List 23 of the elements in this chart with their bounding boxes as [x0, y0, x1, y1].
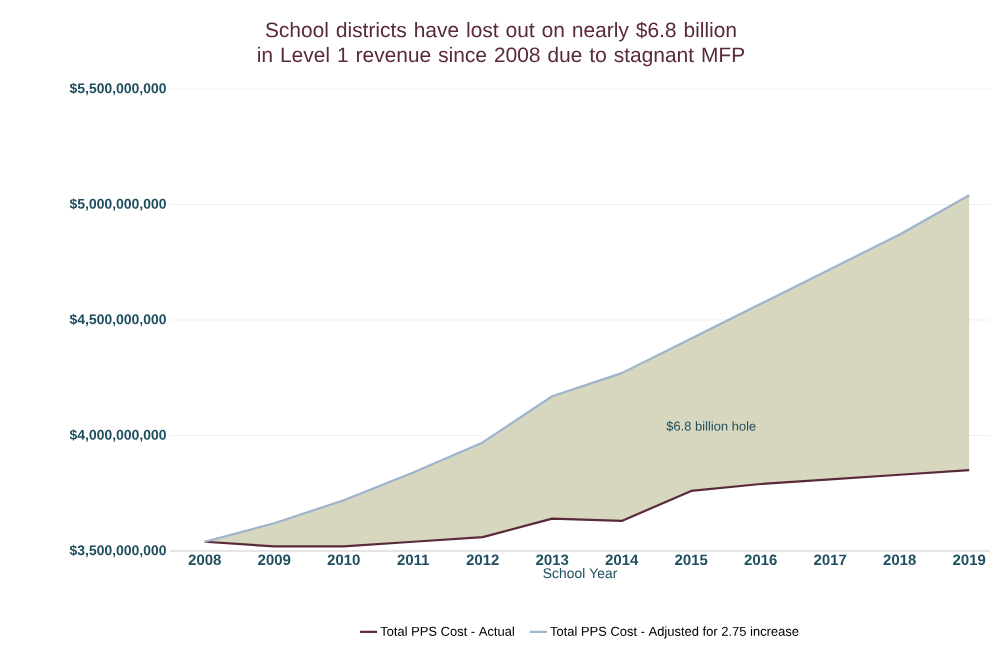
line-series	[203, 469, 971, 548]
x-tick-label: 2019	[953, 554, 986, 566]
annotation: $6.8 billion hole	[666, 421, 756, 432]
x-tick-label: 2015	[675, 554, 708, 566]
x-tick-label: 2011	[397, 554, 430, 566]
x-tick-label: 2009	[258, 554, 291, 566]
x-tick-label: 2014	[605, 554, 639, 566]
x-tick-label: 2012	[466, 554, 499, 566]
x-tick-label: 2010	[327, 554, 360, 566]
x-tick-label: 2013	[536, 554, 569, 566]
x-tick-label: 2016	[744, 554, 777, 566]
y-tick-label: $4,000,000,000	[69, 429, 166, 442]
y-tick-label: $4,500,000,000	[69, 313, 166, 327]
y-tick-label: $5,500,000,000	[69, 82, 166, 96]
x-axis-title: School Year	[543, 567, 618, 579]
y-tick-label: $3,500,000,000	[69, 544, 166, 558]
legend-label: Total PPS Cost - Adjusted for 2.75 increase	[550, 626, 799, 639]
legend-label: Total PPS Cost - Actual	[380, 626, 514, 636]
y-tick-label: $5,000,000,000	[69, 198, 166, 211]
x-tick-label: 2017	[814, 554, 847, 566]
x-tick-label: 2018	[883, 554, 916, 566]
chart-title: School districts have lost out on nearly $6.8 billion in Level 1 revenue since 2008 due to stagnant MFP	[258, 21, 745, 67]
x-tick-label: 2008	[188, 554, 221, 566]
